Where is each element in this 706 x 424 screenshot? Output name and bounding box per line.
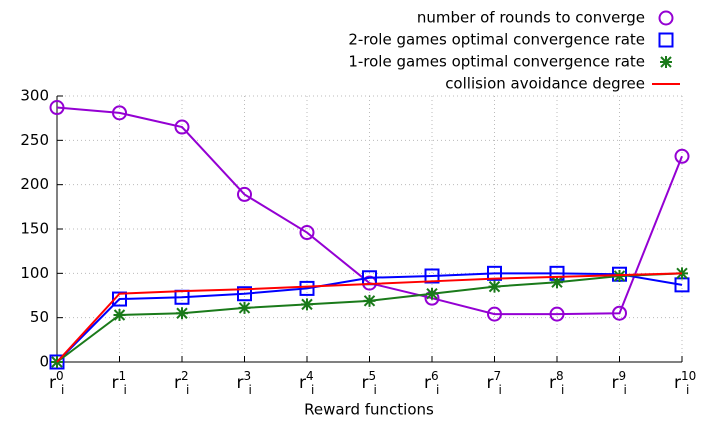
point: [237, 186, 252, 202]
category-base: r: [174, 373, 181, 393]
category-sub: i: [311, 383, 314, 397]
category-base: r: [549, 373, 556, 393]
category-base: r: [674, 373, 681, 393]
point: [174, 119, 190, 135]
category-base: r: [49, 373, 56, 393]
point: [49, 354, 65, 370]
point: [612, 305, 627, 321]
y-tick-label: 50: [30, 308, 49, 326]
category-base: r: [487, 373, 494, 393]
point: [238, 301, 251, 314]
category-sup: 10: [681, 369, 696, 383]
series-line: [56, 272, 683, 363]
category-base: r: [237, 373, 244, 393]
x-tick-label: r6 i: [424, 369, 439, 397]
category-base: r: [424, 373, 431, 393]
x-tick-label: r8 i: [549, 369, 564, 397]
category-sub: i: [686, 383, 689, 397]
y-tick-label: 150: [20, 220, 49, 238]
x-tick-label: r9 i: [612, 369, 627, 397]
point: [487, 306, 502, 322]
point: [299, 280, 315, 296]
category-sub: i: [61, 383, 64, 397]
point: [112, 105, 127, 121]
point: [237, 286, 252, 302]
x-tick-label: r4 i: [299, 369, 314, 397]
category-sup: 4: [306, 369, 314, 383]
point: [551, 276, 563, 289]
point: [301, 298, 313, 311]
category-sub: i: [186, 383, 189, 397]
x-tick-label: r0 i: [49, 369, 64, 397]
point: [299, 225, 315, 241]
y-tick-label: 0: [39, 353, 49, 371]
legend-label: number of rounds to converge: [417, 9, 645, 27]
series-line: [56, 272, 683, 363]
category-base: r: [612, 373, 619, 393]
category-sup: 5: [369, 369, 377, 383]
category-sup: 7: [494, 369, 502, 383]
point: [676, 267, 688, 280]
point: [424, 268, 440, 284]
point: [363, 294, 376, 307]
category-sup: 2: [181, 369, 189, 383]
legend-label: 2-role games optimal convergence rate: [348, 31, 645, 49]
category-sup: 3: [244, 369, 252, 383]
category-sup: 9: [619, 369, 627, 383]
category-base: r: [362, 373, 369, 393]
legend-label: collision avoidance degree: [445, 75, 645, 93]
category-sup: 1: [119, 369, 127, 383]
x-tick-label: r2 i: [174, 369, 189, 397]
category-sub: i: [436, 383, 439, 397]
point: [549, 306, 565, 322]
category-sup: 0: [56, 369, 64, 383]
x-tick-label: r3 i: [237, 369, 252, 397]
y-tick-label: 200: [20, 175, 49, 193]
y-tick-label: 250: [20, 131, 49, 149]
category-sub: i: [624, 383, 627, 397]
category-sub: i: [499, 383, 502, 397]
point: [658, 10, 674, 26]
point: [488, 280, 501, 293]
x-axis-label: Reward functions: [304, 401, 434, 419]
point: [674, 148, 690, 164]
point: [113, 309, 126, 322]
category-sub: i: [561, 383, 564, 397]
legend-label: 1-role games optimal convergence rate: [348, 53, 645, 71]
category-sub: i: [124, 383, 127, 397]
y-tick-label: 300: [20, 87, 49, 105]
point: [176, 307, 188, 320]
category-base: r: [299, 373, 306, 393]
point: [49, 100, 65, 116]
point: [426, 287, 438, 300]
y-tick-label: 100: [20, 264, 49, 282]
x-tick-label: r10 i: [674, 369, 696, 397]
category-sub: i: [249, 383, 252, 397]
x-tick-label: r1 i: [112, 369, 127, 397]
x-tick-label: r5 i: [362, 369, 377, 397]
point: [112, 291, 127, 307]
point: [658, 32, 674, 48]
point: [660, 56, 672, 68]
category-base: r: [112, 373, 119, 393]
point: [487, 265, 502, 281]
category-sub: i: [374, 383, 377, 397]
category-sup: 6: [431, 369, 439, 383]
category-sup: 8: [556, 369, 564, 383]
x-tick-label: r7 i: [487, 369, 502, 397]
